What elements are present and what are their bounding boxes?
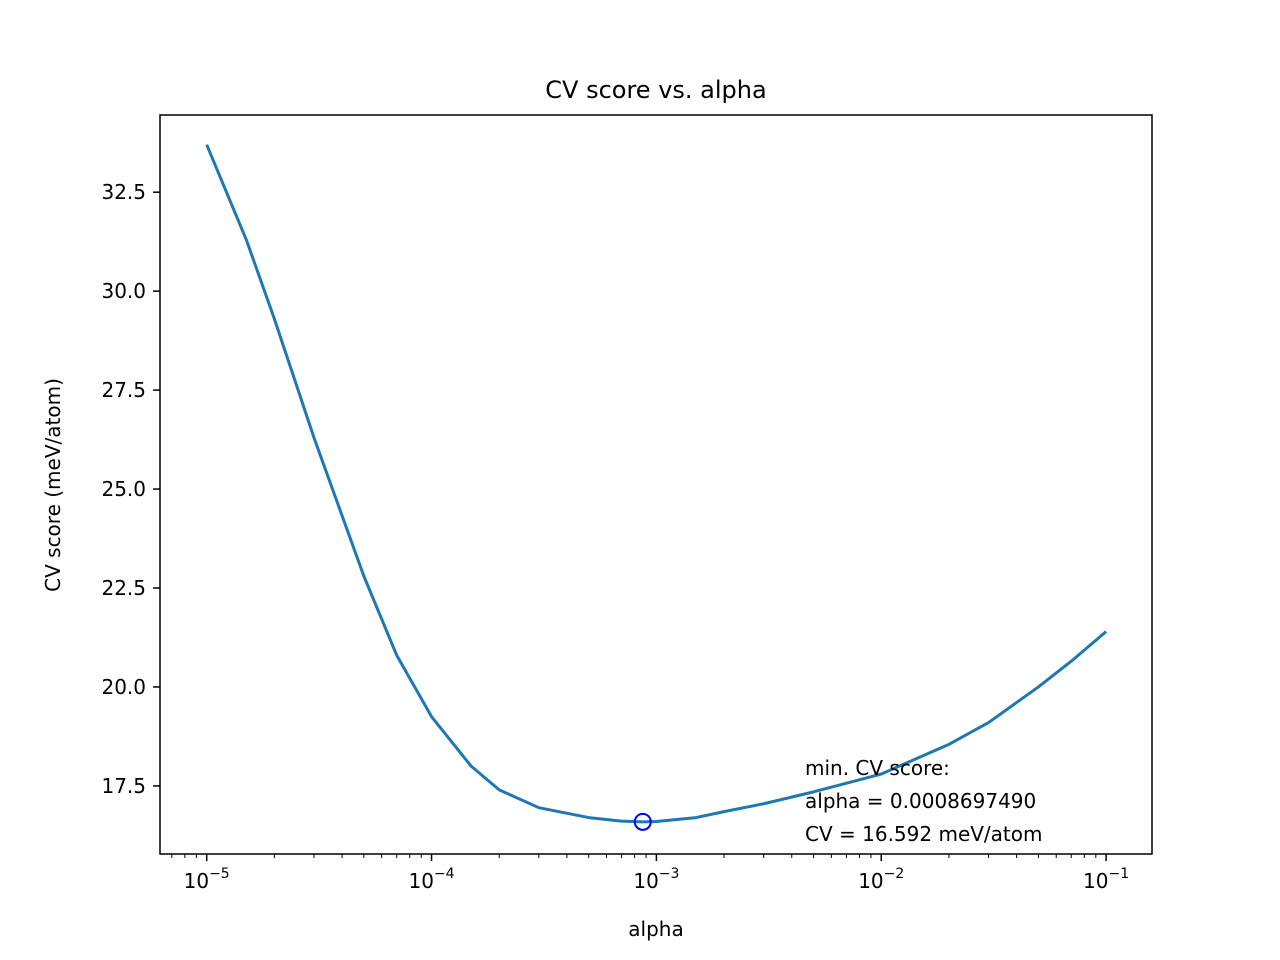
x-axis: 10−5 10−4 10−3 10−2 10−1 (171, 854, 1129, 893)
plot-area (205, 144, 1108, 831)
x-tick-label-0: 10−5 (184, 866, 230, 893)
annotation-line-1: alpha = 0.0008697490 (805, 789, 1036, 813)
x-axis-label: alpha (628, 917, 683, 941)
annotation-line-2: CV = 16.592 meV/atom (805, 822, 1042, 846)
annotation: min. CV score: alpha = 0.0008697490 CV = 1… (805, 756, 1042, 846)
y-tick-label-3: 25.0 (101, 477, 146, 501)
y-tick-label-5: 30.0 (101, 279, 146, 303)
x-tick-label-1: 10−4 (408, 866, 454, 893)
y-axis: 17.5 20.0 22.5 25.0 27.5 30.0 32.5 (101, 180, 160, 798)
y-tick-label-4: 27.5 (101, 378, 146, 402)
series-line-0 (205, 144, 1108, 824)
y-tick-label-6: 32.5 (101, 180, 146, 204)
x-tick-label-4: 10−1 (1083, 866, 1129, 893)
x-tick-label-2: 10−3 (633, 866, 679, 893)
y-tick-label-1: 20.0 (101, 675, 146, 699)
x-tick-label-3: 10−2 (858, 866, 904, 893)
y-tick-label-2: 22.5 (101, 576, 146, 600)
y-tick-label-0: 17.5 (101, 774, 146, 798)
minimum-marker (633, 812, 652, 831)
y-axis-label: CV score (meV/atom) (41, 378, 65, 592)
chart-title: CV score vs. alpha (545, 76, 766, 104)
annotation-line-0: min. CV score: (805, 756, 950, 780)
